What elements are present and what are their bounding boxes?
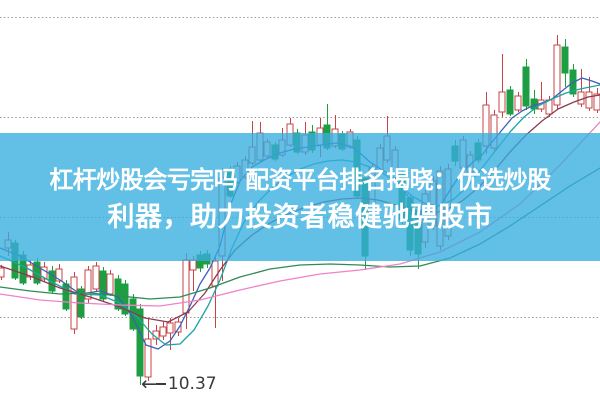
candle [40,262,48,282]
candle [136,304,144,385]
low-price-annotation: ← 10.37 [141,374,217,394]
candle [506,86,514,116]
low-price-value: 10.37 [167,374,217,394]
candle [92,262,100,291]
candle [48,266,56,294]
candle [561,39,569,87]
candle [174,318,182,336]
arrow-tail [155,383,166,385]
candle [585,77,593,111]
left-arrow-icon: ← [141,373,157,395]
candle [537,82,545,112]
candle [522,59,530,110]
candle [593,88,600,113]
candle [144,319,152,381]
candle [33,258,41,285]
headline-banner [0,133,600,261]
candle [498,54,506,117]
candle [0,265,5,280]
candle [99,267,107,301]
headline-line-2: 利器，助力投资者稳健驰骋股市 [107,202,493,233]
candle [514,92,522,112]
headline-line-1: 杠杆炒股会亏完吗 配资平台排名揭晓：优选炒股 [49,166,551,194]
candle [106,270,114,296]
candle [159,322,167,340]
candle [189,256,197,291]
